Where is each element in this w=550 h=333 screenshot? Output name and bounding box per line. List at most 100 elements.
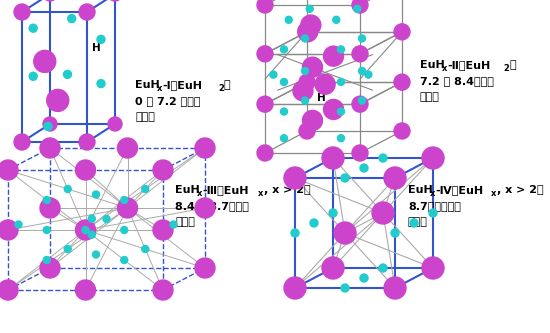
Circle shape	[301, 35, 309, 42]
Circle shape	[75, 280, 96, 300]
Circle shape	[359, 68, 366, 75]
Circle shape	[89, 215, 95, 222]
Text: x: x	[430, 189, 436, 198]
Circle shape	[43, 196, 50, 203]
Circle shape	[14, 134, 30, 150]
Text: x: x	[442, 64, 447, 73]
Circle shape	[354, 5, 361, 12]
Circle shape	[352, 145, 368, 161]
Circle shape	[280, 46, 288, 53]
Circle shape	[43, 226, 50, 233]
Circle shape	[379, 154, 387, 162]
Text: x: x	[197, 189, 202, 198]
Circle shape	[47, 89, 69, 112]
Circle shape	[142, 245, 148, 252]
Circle shape	[79, 134, 95, 150]
Circle shape	[92, 191, 100, 198]
Circle shape	[333, 16, 340, 23]
Circle shape	[82, 226, 89, 233]
Text: , x > 2）: , x > 2）	[497, 185, 543, 195]
Circle shape	[34, 50, 56, 72]
Circle shape	[394, 123, 410, 139]
Text: 正方晶: 正方晶	[408, 217, 428, 227]
Text: EuH: EuH	[135, 80, 160, 90]
Text: x: x	[258, 189, 263, 198]
Circle shape	[315, 74, 335, 94]
Circle shape	[341, 174, 349, 182]
Circle shape	[257, 96, 273, 112]
Circle shape	[352, 46, 368, 62]
Text: H: H	[92, 43, 101, 53]
Circle shape	[306, 5, 313, 12]
Text: x: x	[157, 84, 162, 93]
Text: -Ⅳ（EuH: -Ⅳ（EuH	[435, 185, 483, 195]
Circle shape	[299, 74, 315, 90]
Circle shape	[257, 145, 273, 161]
Circle shape	[0, 160, 18, 180]
Circle shape	[299, 24, 315, 40]
Circle shape	[280, 135, 288, 142]
Text: x: x	[491, 189, 496, 198]
Circle shape	[89, 231, 95, 238]
Circle shape	[97, 35, 105, 43]
Text: 正方晶: 正方晶	[175, 217, 195, 227]
Circle shape	[153, 160, 173, 180]
Circle shape	[44, 123, 52, 131]
Text: 8.4 ～ 8.7万気圧: 8.4 ～ 8.7万気圧	[175, 201, 249, 211]
Circle shape	[359, 97, 366, 104]
Circle shape	[298, 22, 318, 42]
Circle shape	[394, 24, 410, 40]
Circle shape	[301, 97, 309, 104]
Circle shape	[195, 198, 215, 218]
Circle shape	[302, 111, 322, 131]
Circle shape	[15, 221, 22, 228]
Text: -Ⅲ（EuH: -Ⅲ（EuH	[202, 185, 249, 195]
Circle shape	[322, 147, 344, 169]
Circle shape	[118, 198, 138, 218]
Circle shape	[0, 220, 18, 240]
Circle shape	[14, 4, 30, 20]
Circle shape	[121, 226, 128, 233]
Circle shape	[359, 35, 366, 42]
Circle shape	[280, 108, 288, 115]
Circle shape	[79, 4, 95, 20]
Text: EuH: EuH	[175, 185, 200, 195]
Text: 六方晶: 六方晶	[420, 92, 440, 102]
Circle shape	[360, 164, 368, 172]
Circle shape	[299, 123, 315, 139]
Circle shape	[372, 202, 394, 224]
Circle shape	[379, 264, 387, 272]
Circle shape	[108, 117, 122, 131]
Text: 2: 2	[503, 64, 509, 73]
Circle shape	[257, 0, 273, 13]
Circle shape	[422, 257, 444, 279]
Circle shape	[92, 251, 100, 258]
Circle shape	[365, 71, 372, 78]
Circle shape	[323, 46, 344, 66]
Circle shape	[97, 80, 105, 88]
Circle shape	[384, 277, 406, 299]
Circle shape	[291, 229, 299, 237]
Circle shape	[40, 138, 60, 158]
Text: H: H	[317, 93, 326, 103]
Circle shape	[310, 219, 318, 227]
Circle shape	[360, 274, 368, 282]
Text: EuH: EuH	[420, 60, 445, 70]
Circle shape	[323, 100, 344, 120]
Text: EuH: EuH	[408, 185, 433, 195]
Circle shape	[153, 220, 173, 240]
Text: -Ⅱ（EuH: -Ⅱ（EuH	[447, 60, 490, 70]
Circle shape	[422, 147, 444, 169]
Circle shape	[103, 215, 110, 222]
Circle shape	[338, 135, 344, 142]
Circle shape	[429, 209, 437, 217]
Circle shape	[329, 209, 337, 217]
Text: , x > 2）: , x > 2）	[264, 185, 311, 195]
Text: 0 ～ 7.2 万気圧: 0 ～ 7.2 万気圧	[135, 96, 201, 106]
Circle shape	[302, 57, 322, 77]
Circle shape	[257, 46, 273, 62]
Circle shape	[338, 46, 344, 53]
Circle shape	[29, 72, 37, 80]
Circle shape	[75, 220, 96, 240]
Circle shape	[301, 15, 321, 35]
